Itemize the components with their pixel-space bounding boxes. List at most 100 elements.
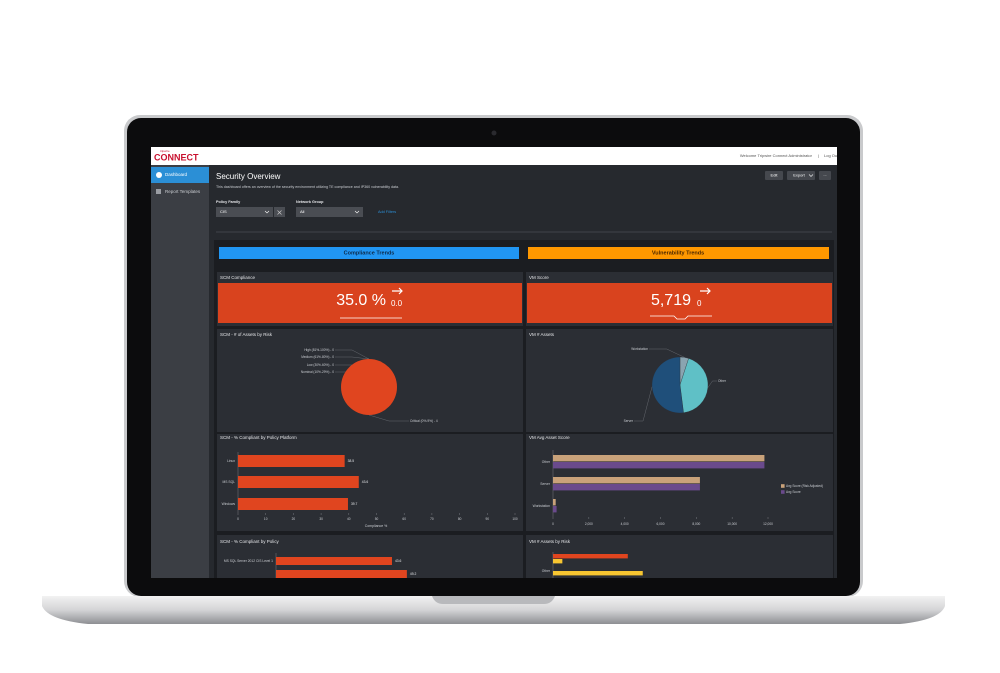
bar <box>553 484 700 491</box>
leader-line <box>707 380 717 388</box>
sidebar-item[interactable]: Dashboard <box>165 172 188 177</box>
x-tick-label: 90 <box>486 517 490 521</box>
sidebar <box>151 165 209 578</box>
value-label: 43.6 <box>395 559 402 563</box>
pie-label: Server <box>624 419 634 423</box>
leader-line <box>634 386 653 422</box>
bar <box>553 499 556 506</box>
kpi-title: VM Score <box>529 275 549 280</box>
legend-swatch <box>781 484 785 488</box>
sidebar-item[interactable]: Report Templates <box>165 189 201 194</box>
legend-swatch <box>781 490 785 494</box>
x-tick-label: 30 <box>319 517 323 521</box>
button[interactable] <box>787 171 815 180</box>
filter-label: Network Group <box>296 200 324 204</box>
y-tick-label: Other <box>542 460 551 464</box>
lid-notch <box>432 596 555 604</box>
caret <box>808 174 814 177</box>
dropdown-value[interactable]: CIS <box>220 209 227 214</box>
camera <box>491 130 497 136</box>
value-label: 38.5 <box>348 459 355 463</box>
leader-line <box>368 414 409 422</box>
value-label: 39.7 <box>351 502 358 506</box>
report-icon <box>156 189 161 194</box>
y-tick-label: Workstation <box>533 504 551 508</box>
y-tick-label: Server <box>540 482 551 486</box>
x-tick-label: 100 <box>512 517 518 521</box>
chart-title: SCM - % Compliant by Policy Platform <box>220 435 297 440</box>
section-header <box>219 247 519 259</box>
chart-title: VM # Assets <box>529 332 555 337</box>
x-tick-label: 8,000 <box>692 522 700 526</box>
chart-title: SCM - % Compliant by Policy <box>220 539 280 544</box>
x-tick-label: 60 <box>402 517 406 521</box>
bar <box>276 570 407 578</box>
logout-link[interactable]: Log Out <box>824 153 839 158</box>
bar <box>553 559 563 564</box>
clear-button[interactable] <box>274 207 285 217</box>
bar <box>553 462 765 469</box>
kpi-value: 5,719 <box>651 292 691 309</box>
caret <box>354 210 360 214</box>
x-tick-label: 70 <box>430 517 434 521</box>
button-label[interactable]: ... <box>823 172 826 177</box>
legend-label: Avg Score <box>786 490 801 494</box>
value-label: 43.6 <box>362 480 369 484</box>
y-tick-label: MS SQL <box>223 480 236 484</box>
separator: | <box>818 153 819 158</box>
pie-label: Other <box>718 379 727 383</box>
x-tick-label: 2,000 <box>585 522 593 526</box>
pie-slice <box>341 359 397 415</box>
kpi-change: 0.0 <box>391 299 403 308</box>
leader-line <box>649 348 685 358</box>
button[interactable] <box>765 171 783 180</box>
chart-title: VM Avg Asset Score <box>529 435 570 440</box>
x-tick-label: 10 <box>264 517 268 521</box>
dashboard-icon <box>156 172 162 178</box>
dropdown-value[interactable]: All <box>300 209 305 214</box>
page-title: Security Overview <box>216 172 281 181</box>
leader-line <box>335 349 370 360</box>
x-tick-label: 40 <box>347 517 351 521</box>
chart-title: VM # Assets by Risk <box>529 539 571 544</box>
kpi-value: 35.0 % <box>336 292 386 309</box>
dropdown[interactable] <box>216 207 273 217</box>
leader-line <box>335 356 370 360</box>
pie-label: Low (30%-60%) - 0 <box>307 363 335 367</box>
add-filters-link[interactable]: Add Filters <box>378 210 396 214</box>
bar <box>553 571 643 576</box>
bar <box>553 455 765 462</box>
x-tick-label: 20 <box>292 517 296 521</box>
button-label[interactable]: Export <box>793 173 805 178</box>
bar <box>553 506 557 513</box>
y-tick-label: Other <box>542 569 551 573</box>
section-title: Vulnerability Trends <box>652 250 704 256</box>
sidebar-active-item[interactable] <box>151 167 209 183</box>
x-tick-label: 4,000 <box>621 522 629 526</box>
pie-label: Medium (61%-80%) - 0 <box>301 355 334 359</box>
bar <box>238 498 348 510</box>
x-tick-label: 0 <box>552 522 554 526</box>
kpi-tile <box>218 283 522 323</box>
screen: tripwire CONNECT Welcome Tripwire Connec… <box>151 147 839 578</box>
x-tick-label: 0 <box>237 517 239 521</box>
y-tick-label: MS SQL Server 2012 CIS Level 1 <box>224 559 273 563</box>
button-label[interactable]: Edit <box>771 173 779 178</box>
button[interactable] <box>819 171 831 180</box>
welcome-text: Welcome Tripwire Connect Administrator <box>740 153 813 158</box>
kpi-title: SCM Compliance <box>220 275 256 280</box>
section-header <box>528 247 829 259</box>
caret <box>264 210 270 214</box>
bar <box>553 477 700 484</box>
x-tick-label: 12,000 <box>763 522 773 526</box>
section-title: Compliance Trends <box>344 250 395 256</box>
bar <box>276 557 392 565</box>
pie-label: Workstation <box>631 347 648 351</box>
filter-label: Policy Family <box>216 200 241 204</box>
y-tick-label: Linux <box>227 459 235 463</box>
clear-icon <box>277 210 282 215</box>
dropdown[interactable] <box>296 207 363 217</box>
value-label: 49.2 <box>410 572 417 576</box>
pie-slice <box>651 356 684 414</box>
